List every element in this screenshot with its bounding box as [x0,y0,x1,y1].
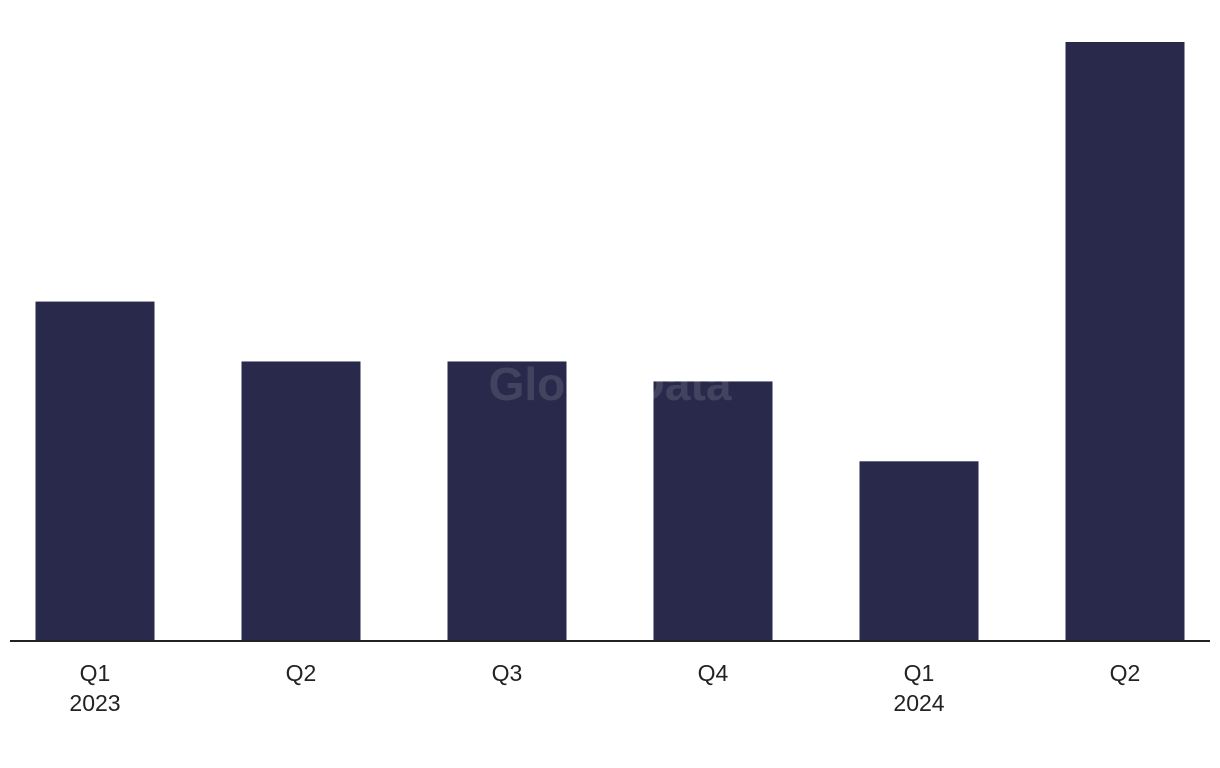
x-tick-label: Q1 2024 [893,660,945,716]
x-tick-label: Q4 [697,660,729,686]
x-tick-label: Q2 [285,660,317,686]
bar [1065,42,1185,641]
bar [35,301,155,641]
x-tick-label: Q3 [491,660,523,686]
x-tick-label: Q1 2023 [69,660,121,716]
bar [859,461,979,641]
x-tick-label: Q2 [1109,660,1141,686]
bar [241,361,361,641]
watermark: GlobalData [489,358,732,410]
bar [447,361,567,641]
bar [653,381,773,641]
